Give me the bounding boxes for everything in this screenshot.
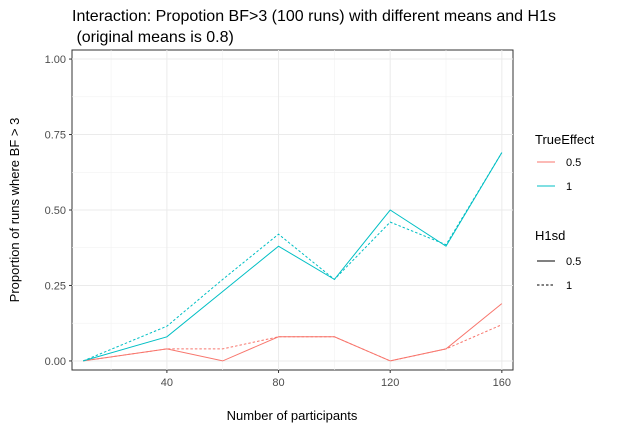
series-line-trueeffect-1-h1sd-1 [83, 152, 503, 362]
y-tick-label: 0.75 [45, 130, 66, 142]
y-tick-label: 0.50 [45, 205, 66, 217]
grid-major [72, 50, 513, 370]
chart-title: Interaction: Propotion BF>3 (100 runs) w… [72, 8, 556, 25]
x-tick-label: 160 [493, 377, 511, 389]
x-axis-label: Number of participants [227, 408, 358, 423]
series-line-trueeffect-0_5-h1sd-1 [83, 324, 502, 362]
x-tick-label: 120 [381, 377, 399, 389]
x-tick-label: 80 [272, 377, 284, 389]
legend: TrueEffect 0.5 1 H1sd 0.5 1 [535, 132, 595, 292]
legend-color-label: 1 [566, 181, 572, 193]
series-line-trueeffect-1-h1sd-0_5 [83, 152, 503, 362]
series-layer [83, 152, 503, 362]
legend-linetype-title: H1sd [535, 228, 565, 243]
y-tick-label: 0.00 [45, 356, 66, 368]
x-tick-label: 40 [161, 377, 173, 389]
legend-color-title: TrueEffect [535, 132, 595, 147]
chart-subtitle: (original means is 0.8) [72, 29, 234, 46]
y-tick-label: 0.25 [45, 280, 66, 292]
legend-linetype-label: 0.5 [566, 256, 581, 268]
x-axis: 40 80 120 160 [161, 370, 511, 389]
legend-color-label: 0.5 [566, 157, 581, 169]
legend-linetype-label: 1 [566, 280, 572, 292]
y-axis: 0.00 0.25 0.50 0.75 1.00 [45, 54, 72, 368]
plot-panel [71, 49, 514, 371]
y-axis-label: Proportion of runs where BF > 3 [7, 118, 22, 303]
y-tick-label: 1.00 [45, 54, 66, 66]
